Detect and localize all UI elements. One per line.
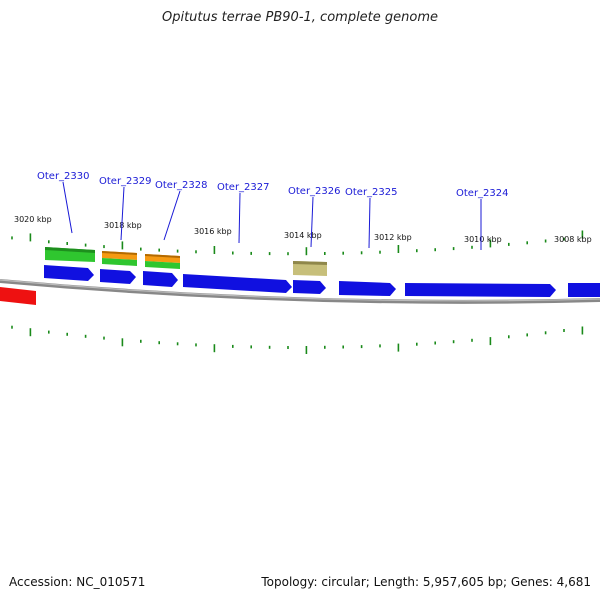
- leader-line-oter-2328: [163, 190, 181, 241]
- scale-label-3010: 3010 kbp: [464, 235, 502, 244]
- gene-label-oter-2324[interactable]: Oter_2324: [456, 188, 509, 199]
- cds-arrow-8[interactable]: [568, 283, 600, 297]
- misc-feature-tan-shade: [293, 261, 327, 265]
- cds-arrow-6[interactable]: [339, 281, 396, 296]
- leader-line-oter-2327: [238, 192, 241, 244]
- cds-track: [44, 265, 600, 297]
- gene-label-oter-2330[interactable]: Oter_2330: [37, 171, 90, 182]
- leader-line-oter-2330: [62, 181, 73, 234]
- scale-label-3018: 3018 kbp: [104, 221, 142, 230]
- genome-summary-text: Topology: circular; Length: 5,957,605 bp…: [261, 575, 591, 589]
- scale-label-3016: 3016 kbp: [194, 227, 232, 236]
- genome-title: Opitutus terrae PB90-1, complete genome: [161, 10, 439, 25]
- cds-arrow-3[interactable]: [143, 271, 178, 287]
- gene-label-oter-2328[interactable]: Oter_2328: [155, 180, 208, 191]
- scale-label-3012: 3012 kbp: [374, 233, 412, 242]
- scale-label-3020: 3020 kbp: [14, 215, 52, 224]
- cds-arrow-4[interactable]: [183, 274, 292, 293]
- cds-arrow-1[interactable]: [44, 265, 94, 281]
- cds-arrow-5[interactable]: [293, 280, 326, 294]
- rna-feature-orange-1-shade: [102, 251, 137, 255]
- leader-line-oter-2325: [368, 197, 371, 249]
- accession-text: Accession: NC_010571: [9, 575, 146, 589]
- rna-feature-green-3[interactable]: [145, 261, 180, 269]
- gene-label-oter-2326[interactable]: Oter_2326: [288, 186, 341, 197]
- highlight-feature-red[interactable]: [0, 287, 36, 305]
- rna-track: [45, 247, 327, 276]
- cds-arrow-7[interactable]: [405, 283, 556, 297]
- rna-feature-orange-2-shade: [145, 254, 180, 258]
- scale-label-3014: 3014 kbp: [284, 231, 322, 240]
- leader-line-oter-2326: [310, 196, 314, 248]
- outer-tick-marks: [11, 230, 584, 256]
- gene-label-oter-2325[interactable]: Oter_2325: [345, 187, 398, 198]
- inner-tick-marks: [11, 325, 584, 354]
- genome-backbone: [0, 279, 600, 304]
- rna-feature-green-2[interactable]: [102, 258, 137, 266]
- cds-arrow-2[interactable]: [100, 269, 136, 284]
- gene-label-oter-2327[interactable]: Oter_2327: [217, 182, 270, 193]
- gene-label-oter-2329[interactable]: Oter_2329: [99, 176, 152, 187]
- leader-line-oter-2329: [120, 186, 125, 241]
- rna-feature-green-1-shade: [45, 247, 95, 253]
- genome-backbone-highlight: [0, 279, 600, 302]
- scale-label-3008: 3008 kbp: [554, 235, 592, 244]
